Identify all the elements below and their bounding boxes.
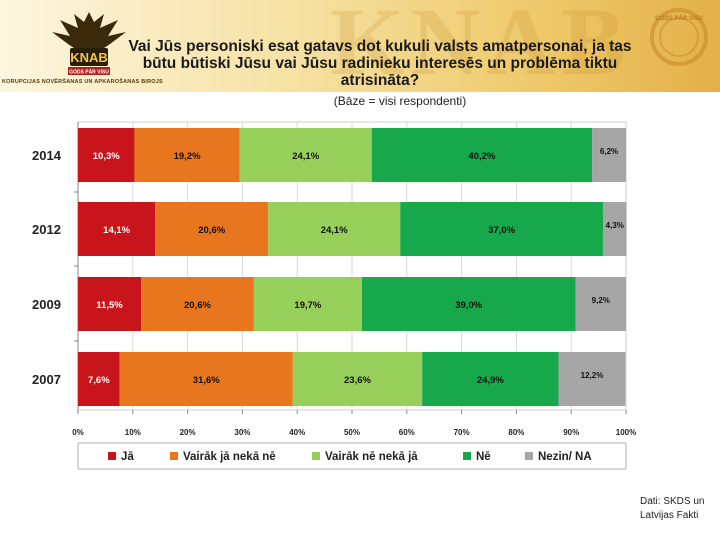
x-tick-label: 100% <box>616 428 636 437</box>
data-label: 24,9% <box>477 375 504 386</box>
data-label: 24,1% <box>292 151 319 162</box>
bar-segment <box>422 352 559 406</box>
x-tick-label: 0% <box>72 428 84 437</box>
bar-segment <box>119 352 293 406</box>
legend-label: Vairāk jā nekā nē <box>183 451 276 463</box>
data-label: 19,2% <box>174 151 201 162</box>
data-label: 10,3% <box>93 151 120 162</box>
bar-segment <box>400 202 603 256</box>
bar-segment <box>558 352 626 406</box>
data-label: 9,2% <box>592 296 610 305</box>
stacked-bar-chart: 0% 10% 20% 30% 40% 50% 60% 70% 80% 90% 100% 2014 10,… <box>32 121 636 470</box>
bar-segment <box>78 128 135 182</box>
data-label: 14,1% <box>103 225 130 236</box>
logo-ribbon-text: GODS PĀR VISU <box>69 69 109 76</box>
data-label: 23,6% <box>344 375 371 386</box>
bar-segment <box>78 202 156 256</box>
category-label: 2012 <box>32 222 61 237</box>
data-label: 6,2% <box>600 147 618 156</box>
legend-swatch <box>108 452 116 460</box>
x-tick-label: 30% <box>234 428 250 437</box>
bar-segment <box>371 128 593 182</box>
bar-segment <box>78 352 120 406</box>
x-tick-label: 90% <box>563 428 579 437</box>
x-tick-label: 60% <box>399 428 415 437</box>
data-label: 37,0% <box>488 225 515 236</box>
bar-segment <box>292 352 423 406</box>
legend-label: Jā <box>121 451 134 463</box>
banner-watermark: KNAB <box>330 0 632 92</box>
x-tick-label: 50% <box>344 428 360 437</box>
legend-swatch <box>170 452 178 460</box>
bar-segment <box>141 277 254 331</box>
data-label: 11,5% <box>96 300 123 311</box>
data-label: 12,2% <box>581 371 604 380</box>
data-label: 20,6% <box>198 225 225 236</box>
bar-segment <box>602 202 627 256</box>
legend-swatch <box>525 452 533 460</box>
x-tick-label: 10% <box>125 428 141 437</box>
legend-swatch <box>463 452 471 460</box>
wreath-emblem: GODS PĀR VISU <box>650 8 708 66</box>
bar-segment <box>575 277 626 331</box>
legend-swatch <box>312 452 320 460</box>
logo-caption: KORUPCIJAS NOVĒRŠANAS UN APKAROŠANAS BIR… <box>2 79 163 85</box>
category-label: 2014 <box>32 148 62 163</box>
legend-label: Vairāk nē nekā jā <box>325 451 418 463</box>
x-tick-label: 20% <box>180 428 196 437</box>
x-tick-label: 70% <box>454 428 470 437</box>
bar-segment <box>78 277 142 331</box>
legend-label: Nezin/ NA <box>538 451 592 463</box>
bar-segment <box>268 202 401 256</box>
bar-segment <box>253 277 362 331</box>
header-banner: KNAB KNAB GODS PĀR VISU KORUPCIJAS NOVĒR… <box>0 0 720 92</box>
category-label: 2009 <box>32 297 61 312</box>
legend-label: Nē <box>476 451 491 463</box>
bar-segment <box>592 128 626 182</box>
chart-subtitle: (Bāze = visi respondenti) <box>333 94 467 108</box>
wreath-text: GODS PĀR VISU <box>655 15 703 22</box>
bar-segment <box>134 128 240 182</box>
data-label: 4,3% <box>606 221 624 230</box>
knab-logo: KNAB GODS PĀR VISU <box>52 12 126 76</box>
bar-segment <box>155 202 269 256</box>
bar-segment <box>239 128 372 182</box>
x-tick-label: 40% <box>289 428 305 437</box>
data-label: 20,6% <box>184 300 211 311</box>
source-note: Dati: SKDS un Latvijas Fakti <box>640 496 705 521</box>
data-label: 24,1% <box>321 225 348 236</box>
data-label: 31,6% <box>193 375 220 386</box>
logo-text: KNAB <box>70 50 108 65</box>
legend-box <box>77 442 627 470</box>
data-label: 40,2% <box>468 151 495 162</box>
data-label: 19,7% <box>294 300 321 311</box>
chart-title: Vai Jūs personiski esat gatavs dot kukul… <box>128 38 632 89</box>
data-label: 39,0% <box>455 300 482 311</box>
bar-segment <box>361 277 576 331</box>
x-tick-label: 80% <box>508 428 524 437</box>
category-label: 2007 <box>32 372 61 387</box>
data-label: 7,6% <box>88 375 110 386</box>
